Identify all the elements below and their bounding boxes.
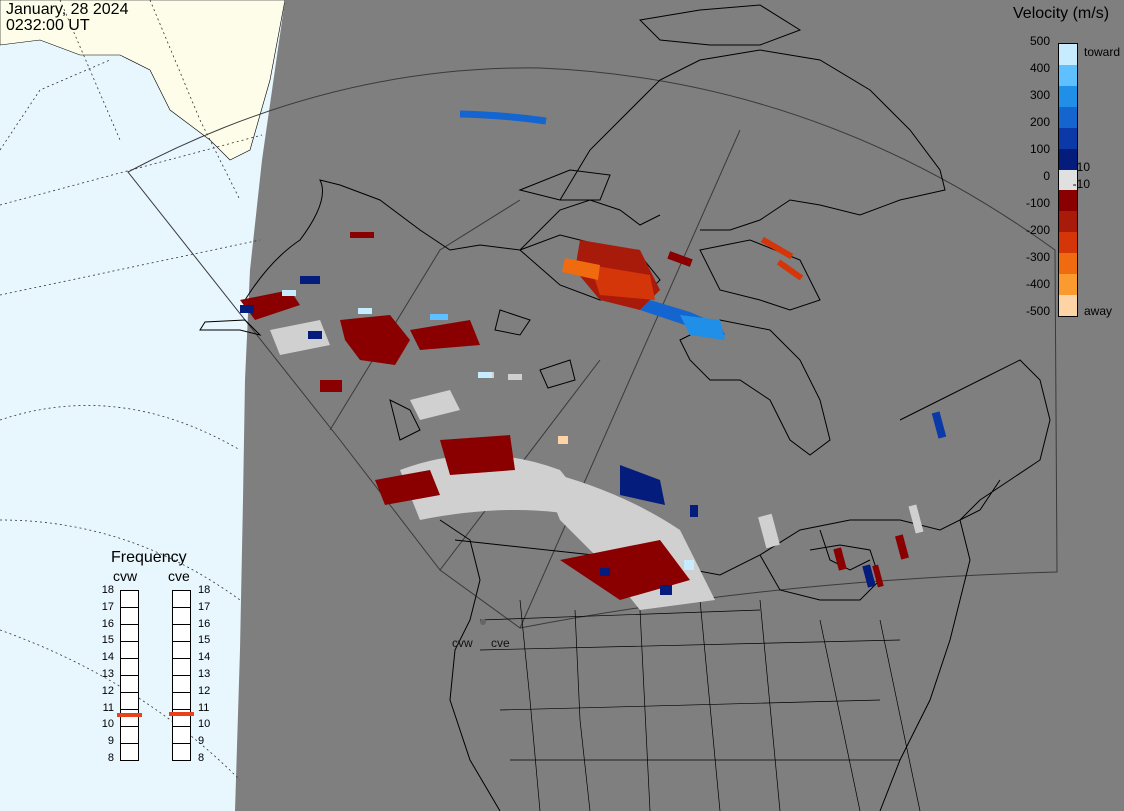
fov-outline xyxy=(127,67,1058,629)
frequency-label: 11 xyxy=(198,701,210,714)
color-bar-segment xyxy=(1059,106,1077,129)
away-label: away xyxy=(1084,304,1113,318)
velocity-tick-label: 400 xyxy=(1029,61,1050,75)
frequency-label: 17 xyxy=(101,600,114,613)
toward-label: toward xyxy=(1084,45,1121,59)
velocity-tick-label: -300 xyxy=(1025,250,1050,264)
site-label-cvw: cvw xyxy=(452,636,473,650)
night-region xyxy=(235,0,1124,811)
frequency-gauge-cell xyxy=(173,659,190,676)
frequency-marker-cve xyxy=(169,711,194,716)
color-bar-segment xyxy=(1059,295,1077,316)
color-bar-segment xyxy=(1059,148,1077,171)
color-bar-segment xyxy=(1059,44,1077,66)
velocity-tick-label: -400 xyxy=(1025,277,1050,291)
frequency-label: 15 xyxy=(101,634,114,647)
frequency-gauge-cell xyxy=(121,591,138,608)
color-bar-segment xyxy=(1059,211,1077,234)
frequency-gauge-cell xyxy=(121,625,138,642)
velocity-tick-label: 10 xyxy=(1076,160,1090,174)
frequency-label: 18 xyxy=(101,584,114,596)
color-bar-segment xyxy=(1059,253,1077,276)
frequency-gauge-cell xyxy=(173,642,190,659)
site-label-cve: cve xyxy=(491,636,510,650)
frequency-label: 12 xyxy=(101,684,114,697)
frequency-gauge-cell xyxy=(173,625,190,642)
velocity-tick-label: 500 xyxy=(1029,34,1050,48)
velocity-toward-cells xyxy=(240,110,947,595)
frequency-label: 15 xyxy=(198,634,211,647)
frequency-label: 18 xyxy=(198,584,211,596)
frequency-gauge-cell xyxy=(121,710,138,727)
frequency-label: 14 xyxy=(101,651,114,664)
observation-date: January, 28 2024 xyxy=(6,1,129,18)
frequency-gauge-cell xyxy=(121,744,138,760)
frequency-gauge-cell xyxy=(121,608,138,625)
color-bar-segment xyxy=(1059,190,1077,213)
frequency-label: 16 xyxy=(101,617,114,630)
frequency-gauge-cve xyxy=(172,590,191,761)
color-bar-segment xyxy=(1059,64,1077,87)
frequency-gauge-cell xyxy=(121,659,138,676)
color-bar-segment xyxy=(1059,274,1077,297)
velocity-scale-title: Velocity (m/s) xyxy=(1013,5,1110,22)
frequency-label: 12 xyxy=(198,684,211,697)
frequency-gauge-cell xyxy=(173,676,190,693)
frequency-panel-title: Frequency xyxy=(111,549,187,566)
frequency-label: 14 xyxy=(198,651,211,664)
frequency-gauge-cell xyxy=(173,744,190,760)
frequency-label: 9 xyxy=(198,735,205,748)
color-bar-segment xyxy=(1059,232,1077,255)
frequency-label: 8 xyxy=(107,752,114,764)
frequency-label: 10 xyxy=(198,718,211,731)
frequency-label: 13 xyxy=(198,668,211,680)
frequency-label: 9 xyxy=(107,735,114,748)
velocity-tick-label: 100 xyxy=(1029,142,1050,156)
frequency-gauge-cell xyxy=(173,710,190,727)
frequency-gauge-cell xyxy=(173,591,190,608)
frequency-gauge-cell xyxy=(121,727,138,744)
frequency-gauge-cell xyxy=(121,693,138,710)
frequency-radar-cve-label: cve xyxy=(168,568,190,584)
velocity-tick-label: 300 xyxy=(1029,88,1050,102)
color-bar-segment xyxy=(1059,85,1077,108)
velocity-color-bar xyxy=(1058,43,1078,317)
velocity-tick-label: -100 xyxy=(1025,196,1050,210)
frequency-label: 17 xyxy=(198,600,211,613)
velocity-tick-label: -200 xyxy=(1025,223,1050,237)
frequency-gauge-cell xyxy=(173,727,190,744)
frequency-gauge-cell xyxy=(121,676,138,693)
velocity-tick-label: 200 xyxy=(1029,115,1050,129)
sunlit-land xyxy=(0,0,286,161)
frequency-gauge-cell xyxy=(173,693,190,710)
frequency-label: 10 xyxy=(101,718,114,731)
observation-time: 0232:00 UT xyxy=(6,17,90,34)
frequency-label: 13 xyxy=(101,668,114,680)
frequency-gauge-cvw xyxy=(120,590,139,761)
frequency-radar-cvw-label: cvw xyxy=(113,568,138,584)
political-borders xyxy=(479,599,921,811)
color-bar-segment xyxy=(1059,169,1077,192)
frequency-gauge-cell xyxy=(173,608,190,625)
color-bar-segment xyxy=(1059,127,1077,150)
velocity-tick-label: 0 xyxy=(1043,169,1050,183)
frequency-label: 16 xyxy=(198,617,211,630)
frequency-label: 8 xyxy=(198,752,205,764)
velocity-away-cells xyxy=(240,232,909,600)
radar-site-markers xyxy=(480,619,486,625)
frequency-label: 11 xyxy=(102,701,114,714)
velocity-tick-label: -10 xyxy=(1072,177,1090,191)
frequency-marker-cvw xyxy=(117,713,142,718)
velocity-tick-label: -500 xyxy=(1025,304,1050,318)
frequency-gauge-cell xyxy=(121,642,138,659)
